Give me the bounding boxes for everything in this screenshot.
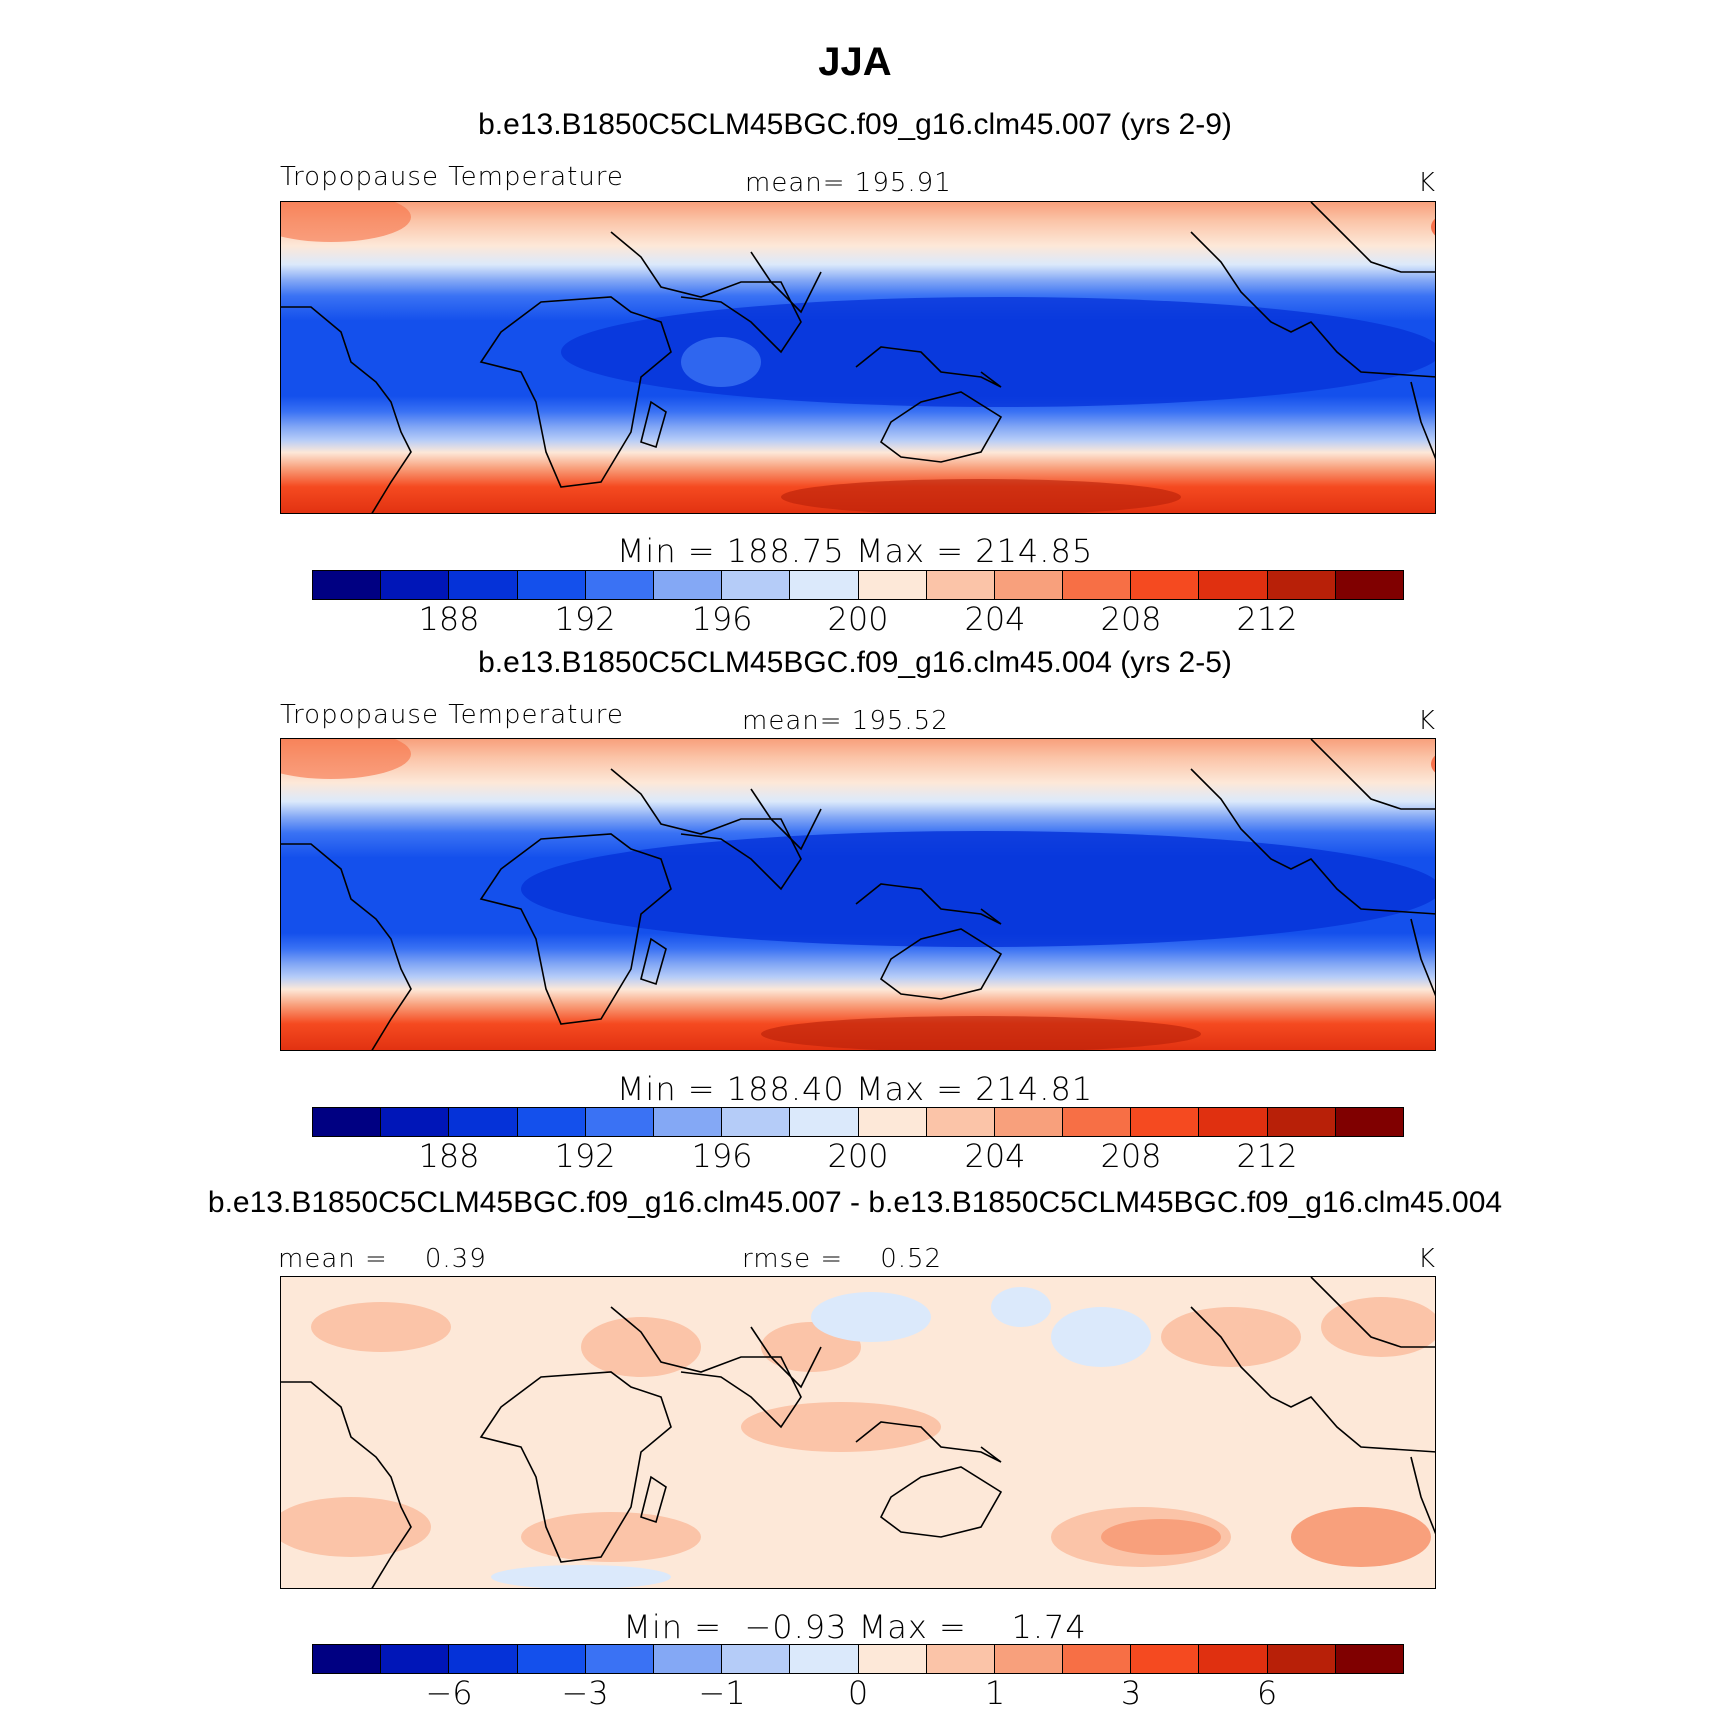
panel-1-case-title: b.e13.B1850C5CLM45BGC.f09_g16.clm45.007 … [478,108,1232,141]
colorbar-box [858,1645,927,1673]
colorbar-box [517,571,586,599]
colorbar-box [449,1645,518,1673]
panel-2-map [280,738,1436,1051]
colorbar-box [449,571,518,599]
colorbar-tick-label: 196 [691,600,753,638]
colorbar-box [1131,1108,1200,1136]
colorbar-tick-label: 196 [691,1137,753,1175]
colorbar-tick-label: 0 [847,1674,869,1712]
colorbar-box [994,1108,1064,1136]
colorbar-tick-label: 200 [827,1137,889,1175]
colorbar-box [1335,1645,1403,1673]
colorbar-tick-label: 208 [1100,1137,1162,1175]
colorbar-tick-label: 208 [1100,600,1162,638]
colorbar-tick-label: 192 [554,1137,616,1175]
figure-title: JJA [818,40,892,84]
panel-3-case-title: b.e13.B1850C5CLM45BGC.f09_g16.clm45.007 … [207,1186,1503,1219]
colorbar-box [653,1645,723,1673]
colorbar-box [1335,1108,1403,1136]
colorbar-box [1335,571,1403,599]
colorbar-box [653,571,723,599]
colorbar-box [858,571,927,599]
colorbar-tick-label: 188 [418,600,480,638]
panel-2-variable-label: Tropopause Temperature [280,700,624,730]
colorbar-box [1267,1645,1336,1673]
panel-2-case-title: b.e13.B1850C5CLM45BGC.f09_g16.clm45.004 … [478,646,1232,679]
colorbar-box [313,571,382,599]
colorbar-box [585,571,654,599]
panel-3-minmax: Min = −0.93 Max = 1.74 [623,1608,1087,1646]
colorbar-tick-label: 204 [964,600,1026,638]
colorbar-tick-label: −3 [561,1674,609,1712]
colorbar-box [994,571,1064,599]
colorbar-box [1199,1645,1268,1673]
colorbar-box [790,571,859,599]
panel-3-map [280,1276,1436,1589]
colorbar-box [1199,1108,1268,1136]
colorbar-box [1063,1645,1132,1673]
colorbar-tick-label: 212 [1236,1137,1298,1175]
colorbar-box [790,1108,859,1136]
panel-3-contour-field [281,1277,1435,1588]
colorbar-box [722,571,791,599]
colorbar-box [381,571,450,599]
panel-1-variable-label: Tropopause Temperature [280,162,624,192]
panel-2-units-label: K [1418,706,1437,736]
colorbar-tick-label: 192 [554,600,616,638]
panel-3-units-label: K [1418,1244,1437,1274]
colorbar-box [722,1645,791,1673]
colorbar-box [449,1108,518,1136]
colorbar-box [517,1645,586,1673]
colorbar-box [653,1108,723,1136]
colorbar-tick-label: 3 [1120,1674,1142,1712]
panel-2-colorbar [312,1107,1404,1137]
colorbar-box [1131,1645,1200,1673]
colorbar-tick-label: 204 [964,1137,1026,1175]
colorbar-tick-label: 212 [1236,600,1298,638]
panel-1-contour-field [281,202,1435,513]
panel-1-mean-label: mean= 195.91 [745,168,952,198]
colorbar-box [585,1645,654,1673]
colorbar-box [313,1645,382,1673]
colorbar-tick-label: 6 [1256,1674,1278,1712]
panel-3-rmse-label: rmse = 0.52 [742,1244,943,1274]
panel-1-minmax: Min = 188.75 Max = 214.85 [616,532,1094,570]
panel-3-colorbar [312,1644,1404,1674]
colorbar-box [585,1108,654,1136]
colorbar-box [381,1108,450,1136]
colorbar-tick-label: 200 [827,600,889,638]
colorbar-box [1199,571,1268,599]
colorbar-tick-label: −1 [698,1674,746,1712]
colorbar-box [722,1108,791,1136]
colorbar-tick-label: −6 [425,1674,473,1712]
colorbar-box [1063,571,1132,599]
colorbar-box [1131,571,1200,599]
panel-2-contour-field [281,739,1435,1050]
colorbar-box [313,1108,382,1136]
panel-1-units-label: K [1418,168,1437,198]
colorbar-tick-label: 1 [984,1674,1006,1712]
colorbar-box [381,1645,450,1673]
panel-3-mean-label: mean = 0.39 [278,1244,487,1274]
panel-1-map [280,201,1436,514]
colorbar-tick-label: 188 [418,1137,480,1175]
colorbar-box [926,1645,995,1673]
panel-1-colorbar [312,570,1404,600]
colorbar-box [1267,571,1336,599]
colorbar-box [790,1645,859,1673]
colorbar-box [517,1108,586,1136]
colorbar-box [1267,1108,1336,1136]
colorbar-box [994,1645,1064,1673]
colorbar-box [1063,1108,1132,1136]
panel-2-minmax: Min = 188.40 Max = 214.81 [616,1070,1094,1108]
colorbar-box [926,571,995,599]
panel-2-mean-label: mean= 195.52 [742,706,949,736]
colorbar-box [858,1108,927,1136]
colorbar-box [926,1108,995,1136]
